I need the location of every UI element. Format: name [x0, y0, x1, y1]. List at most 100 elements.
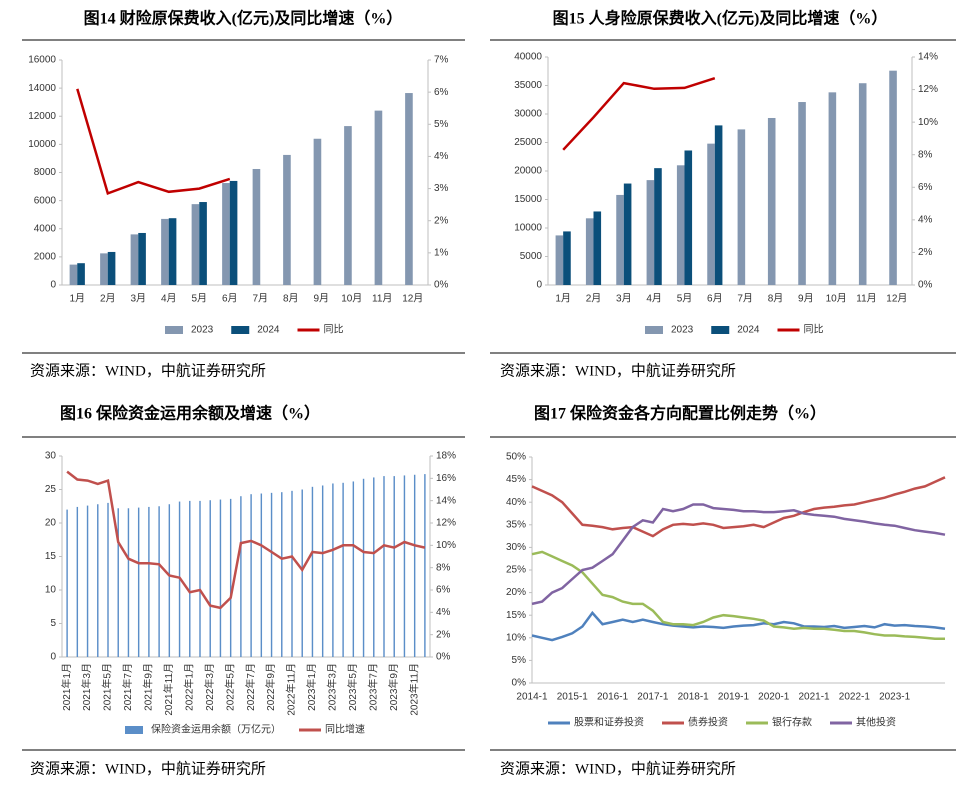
bar: [222, 183, 230, 285]
y-tick-label: 10: [45, 585, 57, 596]
bar: [593, 211, 602, 285]
y-tick-label: 5%: [512, 655, 527, 666]
y-tick-label: 15000: [514, 194, 542, 205]
legend-swatch: [231, 326, 250, 334]
series-line: [66, 470, 426, 610]
bar: [707, 143, 715, 285]
x-tick-label: 2月: [100, 293, 116, 305]
bar: [76, 506, 79, 657]
y-tick-label: 40%: [506, 497, 526, 508]
legend-label: 同比增速: [325, 723, 365, 736]
bar: [403, 475, 406, 657]
y-tick-label: 0: [536, 280, 542, 291]
bar: [127, 508, 130, 657]
y-tick-label: 35%: [506, 519, 526, 530]
y2-tick-label: 2%: [434, 215, 449, 226]
x-tick-label: 2021年5月: [101, 663, 114, 711]
bar: [313, 138, 322, 285]
source-note: 资源来源：WIND，中航证券研究所: [500, 362, 736, 379]
legend-label: 股票和证券投资: [574, 716, 644, 729]
y2-tick-label: 4%: [434, 151, 449, 162]
y2-tick-label: 12%: [436, 518, 456, 529]
legend-label: 同比: [804, 324, 824, 336]
x-tick-label: 4月: [646, 293, 662, 305]
y2-tick-label: 7%: [434, 55, 449, 66]
bar: [413, 474, 416, 657]
x-tick-label: 3月: [130, 293, 146, 305]
bar: [77, 263, 85, 285]
y-tick-label: 20: [45, 518, 57, 529]
x-tick-label: 6月: [707, 293, 723, 305]
y-tick-label: 40000: [514, 52, 542, 63]
x-tick-label: 2022年9月: [264, 663, 277, 711]
y2-tick-label: 1%: [434, 247, 449, 258]
y-tick-label: 10%: [506, 632, 526, 643]
x-tick-label: 2021-1: [798, 692, 830, 703]
x-tick-label: 1月: [555, 293, 571, 305]
y2-tick-label: 12%: [918, 84, 938, 95]
bar: [130, 234, 139, 285]
legend-swatch: [165, 326, 183, 334]
legend-label: 银行存款: [772, 716, 812, 729]
y2-tick-label: 5%: [434, 119, 449, 130]
bar: [66, 509, 68, 657]
y2-tick-label: 0%: [918, 280, 933, 291]
y2-tick-label: 4%: [436, 607, 451, 618]
bar: [148, 506, 150, 657]
bar: [161, 218, 169, 285]
bar: [281, 492, 283, 657]
y-tick-label: 10000: [28, 139, 56, 150]
series-line: [531, 476, 946, 538]
y-tick-label: 0: [50, 280, 56, 291]
x-tick-label: 2023年3月: [326, 663, 339, 711]
y-tick-label: 10000: [514, 223, 542, 234]
bar: [555, 235, 564, 285]
y2-tick-label: 14%: [918, 52, 938, 63]
x-tick-label: 6月: [222, 293, 238, 305]
bar: [311, 486, 314, 657]
x-tick-label: 2020-1: [758, 692, 790, 703]
y2-tick-label: 3%: [434, 183, 449, 194]
bar: [424, 474, 426, 657]
x-tick-label: 2022年3月: [203, 663, 216, 711]
bar: [383, 476, 385, 657]
y-tick-label: 16000: [28, 55, 56, 66]
x-tick-label: 2023-1: [879, 692, 911, 703]
bar: [191, 204, 200, 285]
x-tick-label: 10月: [341, 293, 362, 305]
bar: [291, 490, 293, 657]
series-line: [531, 503, 946, 606]
bar: [858, 83, 867, 285]
x-tick-label: 2022-1: [839, 692, 871, 703]
x-tick-label: 2022年1月: [182, 663, 195, 711]
x-tick-label: 8月: [283, 293, 299, 305]
x-tick-label: 2022年11月: [285, 663, 298, 716]
bar: [714, 125, 723, 286]
y-tick-label: 20000: [514, 166, 542, 177]
y-tick-label: 15%: [506, 610, 526, 621]
bar: [69, 264, 78, 285]
x-tick-label: 2018-1: [678, 692, 710, 703]
y2-tick-label: 4%: [918, 214, 933, 225]
bar: [168, 504, 171, 657]
bar: [676, 165, 685, 285]
bar: [623, 183, 632, 285]
bar: [260, 493, 263, 657]
legend-label: 2024: [737, 325, 760, 336]
bar: [889, 70, 897, 286]
y-tick-label: 5000: [520, 251, 543, 262]
bar: [240, 496, 242, 657]
y2-tick-label: 16%: [436, 473, 456, 484]
bar: [344, 126, 352, 285]
x-tick-label: 2023年7月: [366, 663, 379, 711]
x-tick-label: 2023年5月: [346, 663, 359, 711]
bar: [828, 92, 837, 285]
y-tick-label: 8000: [34, 167, 57, 178]
legend-swatch: [125, 726, 143, 734]
x-tick-label: 2017-1: [637, 692, 669, 703]
x-tick-label: 9月: [798, 293, 814, 305]
y2-tick-label: 6%: [434, 87, 449, 98]
legend-swatch: [645, 326, 663, 334]
bar: [585, 218, 594, 285]
